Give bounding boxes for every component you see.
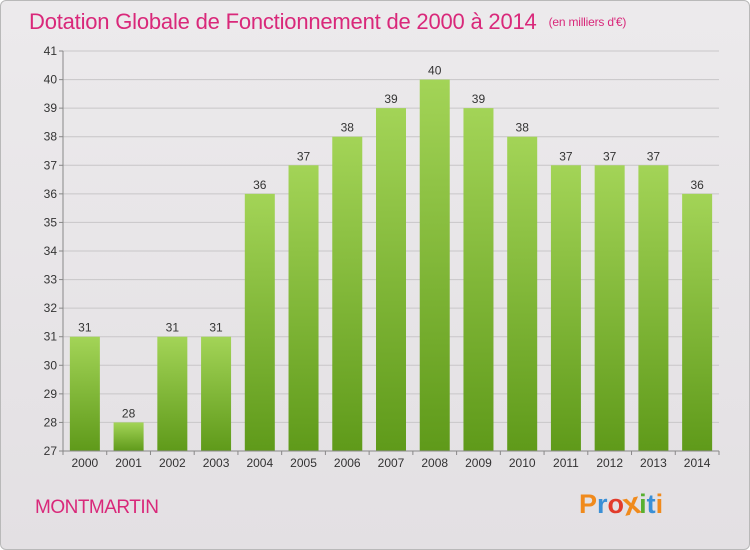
bar-2002[interactable] [157,336,188,451]
bar-2010[interactable] [507,136,538,451]
data-label-2002: 31 [166,321,180,335]
bar-2014[interactable] [682,193,713,451]
x-tick-label-2009: 2009 [465,456,492,470]
x-tick-label-2001: 2001 [115,456,142,470]
bar-2006[interactable] [332,136,363,451]
x-tick-label-2010: 2010 [509,456,536,470]
x-tick-label-2000: 2000 [72,456,99,470]
bar-2001[interactable] [113,422,144,451]
y-tick-label-33: 33 [44,273,58,287]
x-tick-label-2008: 2008 [421,456,448,470]
bar-2009[interactable] [463,108,494,452]
logo-letter: t [646,489,656,519]
y-tick-label-36: 36 [44,187,58,201]
logo-letter: i [639,489,647,519]
logo-letter: r [597,489,608,519]
bar-2003[interactable] [201,336,232,451]
data-label-2005: 37 [297,149,311,163]
bar-2013[interactable] [638,165,669,452]
x-tick-label-2012: 2012 [596,456,623,470]
data-label-2000: 31 [78,321,92,335]
data-label-2004: 36 [253,178,267,192]
data-label-2008: 40 [428,64,442,78]
bar-2007[interactable] [376,108,406,452]
bars: 31 28 31 31 36 37 38 39 40 39 38 37 37 37 36 [69,64,713,452]
x-tick-label-2002: 2002 [159,456,186,470]
data-label-2007: 39 [384,92,398,106]
axes: 27 28 29 30 31 32 33 34 35 36 37 38 39 40 41 2000 2001 20… [44,44,720,470]
chart-title: Dotation Globale de Fonctionnement de 20… [29,9,626,35]
logo-letter: o [607,489,625,519]
bar-2008[interactable] [419,79,450,452]
y-tick-label-34: 34 [44,244,58,258]
proxiti-logo[interactable]: Proxiti [579,485,664,522]
logo-letter: i [655,489,664,519]
data-label-2006: 38 [341,121,355,135]
commune-name: MONTMARTIN [35,497,159,518]
y-tick-label-41: 41 [44,44,58,58]
data-label-2003: 31 [209,321,223,335]
data-label-2009: 39 [472,92,486,106]
logo-letter: P [579,489,598,519]
x-tick-label-2005: 2005 [290,456,317,470]
data-label-2014: 36 [690,178,704,192]
data-label-2012: 37 [603,149,617,163]
bar-2005[interactable] [288,165,319,452]
y-tick-label-29: 29 [44,387,58,401]
y-tick-label-40: 40 [44,73,58,87]
bar-2004[interactable] [244,193,275,451]
data-label-2013: 37 [647,149,661,163]
y-tick-label-28: 28 [44,415,58,429]
x-tick-label-2003: 2003 [203,456,230,470]
y-tick-label-27: 27 [44,444,58,458]
x-tick-label-2004: 2004 [246,456,273,470]
data-label-2001: 28 [122,406,136,420]
x-tick-label-2014: 2014 [684,456,711,470]
bar-2012[interactable] [594,165,625,452]
y-tick-label-32: 32 [44,301,58,315]
data-label-2011: 37 [559,149,573,163]
y-tick-label-31: 31 [44,330,58,344]
bar-2011[interactable] [550,165,581,452]
y-tick-label-37: 37 [44,158,58,172]
data-label-2010: 38 [516,121,530,135]
y-tick-label-30: 30 [44,358,58,372]
x-tick-label-2007: 2007 [378,456,405,470]
bar-chart: 31 28 31 31 36 37 38 39 40 39 38 37 37 37 36 27 28 29 30 3… [44,44,720,470]
x-tick-label-2006: 2006 [334,456,361,470]
x-tick-label-2011: 2011 [553,456,579,470]
x-tick-label-2013: 2013 [640,456,667,470]
y-tick-label-39: 39 [44,101,58,115]
y-tick-label-35: 35 [44,215,58,229]
y-tick-label-38: 38 [44,130,58,144]
bar-2000[interactable] [69,336,100,451]
chart-title-text: Dotation Globale de Fonctionnement de 20… [29,9,537,34]
chart-subtitle: (en milliers d'€) [548,15,627,29]
